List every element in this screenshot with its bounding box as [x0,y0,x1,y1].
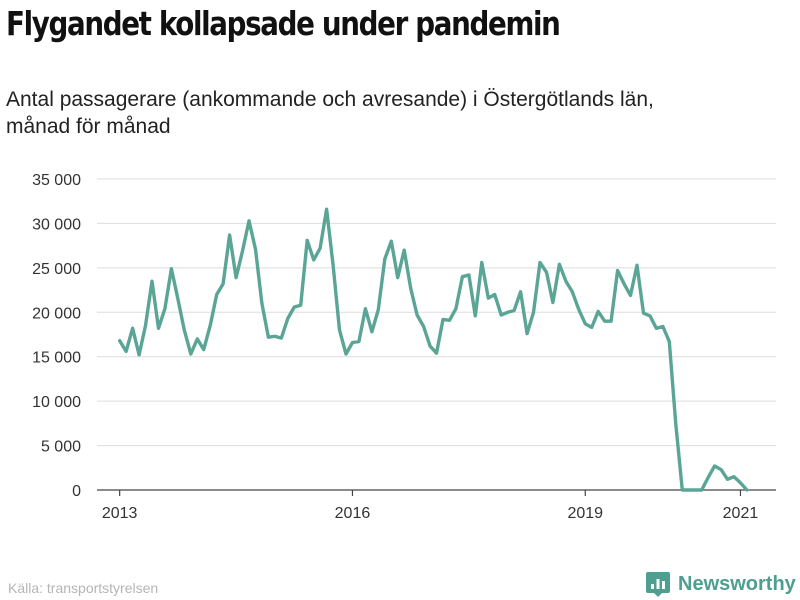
y-tick-label: 5 000 [41,439,81,456]
y-tick-label: 30 000 [32,216,81,233]
newsworthy-logo-icon [646,572,670,597]
series-line [117,207,749,492]
chart-subtitle: Antal passagerare (ankommande och avresa… [6,86,796,140]
x-tick-label: 2013 [102,505,138,522]
y-tick-label: 15 000 [32,350,81,367]
source-note: Källa: transportstyrelsen [8,580,159,596]
y-tick-label: 25 000 [32,261,81,278]
chart-subtitle-line-1: Antal passagerare (ankommande och avresa… [6,88,654,111]
y-tick-label: 0 [72,483,81,500]
y-tick-label: 35 000 [32,172,81,189]
y-tick-label: 20 000 [32,305,81,322]
chart-title: Flygandet kollapsade under pandemin [6,4,561,43]
brand-name: Newsworthy [678,572,796,595]
x-tick-label: 2016 [335,505,371,522]
brand-logo-link[interactable]: Newsworthy [645,568,796,600]
x-tick-label: 2021 [723,505,759,522]
y-tick-label: 10 000 [32,394,81,411]
chart-subtitle-line-2: månad för månad [6,115,171,138]
x-tick-label: 2019 [567,505,603,522]
